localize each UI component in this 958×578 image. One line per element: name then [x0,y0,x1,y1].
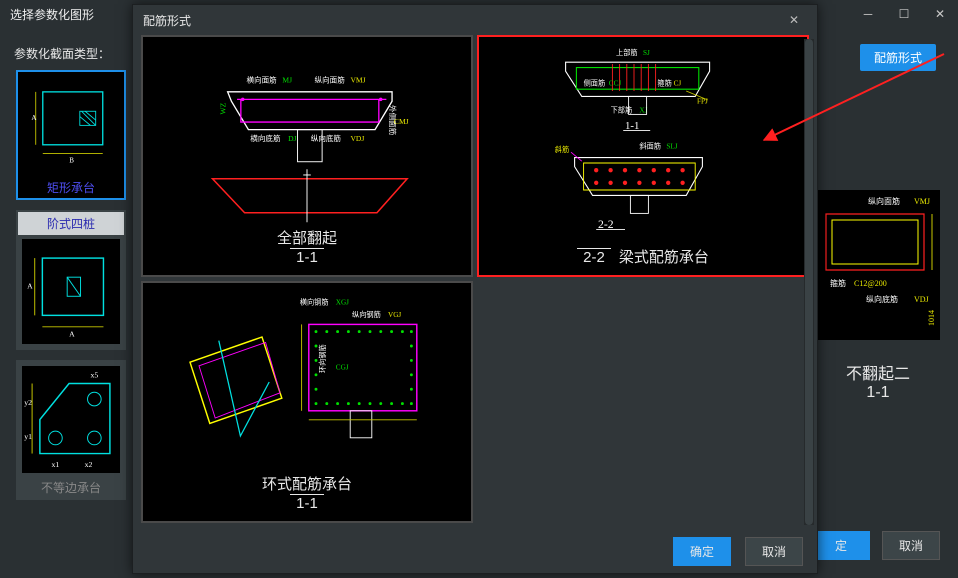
svg-text:VDJ: VDJ [914,295,929,304]
svg-text:纵向面筋: 纵向面筋 [315,74,346,84]
svg-text:纵向钢筋: 纵向钢筋 [352,310,381,319]
svg-text:B: B [69,156,74,164]
maximize-button[interactable]: ☐ [886,0,922,28]
window-controls: ─ ☐ ✕ [850,0,958,28]
svg-text:C12@200: C12@200 [854,279,887,288]
option-ring-cap-preview: 横向钢筋 XGJ 纵向钢筋 VGJ [143,283,471,472]
option-all-flip[interactable]: 横向面筋MJ 纵向面筋VMJ 外侧面筋 CMJ WZ 横向 [141,35,473,277]
thumb-unequal-cap[interactable]: y2 y1 x1 x2 x5 不等边承台 [16,360,126,500]
option-all-flip-caption-l2: 1-1 [290,248,324,267]
thumb-rect-cap[interactable]: A B 矩形承台 [16,70,126,200]
left-thumbnail-panel: A B 矩形承台 阶式四桩 A A [16,70,126,500]
dialog-close-button[interactable]: ✕ [781,7,807,33]
svg-text:环向钢筋: 环向钢筋 [318,344,327,373]
dialog-scrollbar[interactable] [804,39,814,525]
option-beam-cap-caption-l1: 梁式配筋承台 [619,249,709,267]
back-buttons: 定 取消 [812,531,940,560]
scrollbar-thumb[interactable] [805,39,813,525]
thumb-unequal-cap-label: 不等边承台 [18,477,124,498]
svg-text:纵向底筋: 纵向底筋 [866,294,898,304]
option-empty [477,281,809,523]
option-beam-cap-preview: 上部筋SJ 侧面筋CCJ 箍筋CJ FPJ 下部筋XJ [479,37,807,244]
svg-text:A: A [69,329,75,338]
svg-text:CMJ: CMJ [394,117,409,126]
svg-text:FPJ: FPJ [697,98,708,106]
main-title: 选择参数化图形 [10,6,94,23]
svg-text:CCJ: CCJ [609,80,622,88]
option-all-flip-caption-l1: 全部翻起 [143,230,471,248]
minimize-button[interactable]: ─ [850,0,886,28]
svg-text:2-2: 2-2 [598,218,614,231]
svg-text:1014: 1014 [927,310,936,326]
thumb-step-4pile[interactable]: 阶式四桩 A A [16,210,126,350]
svg-text:VMJ: VMJ [350,75,365,84]
thumb-rect-cap-label: 矩形承台 [18,177,124,198]
svg-text:XGJ: XGJ [336,299,349,307]
svg-text:y2: y2 [24,398,32,407]
reinforce-form-dialog: 配筋形式 ✕ 横向面筋 MJ 纵向面筋 VMJ [132,4,818,574]
svg-text:箍筋: 箍筋 [830,278,846,288]
dialog-title: 配筋形式 [143,12,191,29]
back-preview-caption: 不翻起二 1-1 [846,360,910,402]
svg-text:VGJ: VGJ [388,311,401,319]
option-all-flip-preview: 横向面筋MJ 纵向面筋VMJ 外侧面筋 CMJ WZ 横向 [143,37,471,226]
svg-text:MJ: MJ [282,75,292,84]
option-ring-cap-caption-l1: 环式配筋承台 [143,476,471,494]
svg-text:SLJ: SLJ [666,143,677,151]
back-caption-line2: 1-1 [846,384,910,402]
svg-text:SJ: SJ [643,49,650,57]
svg-text:纵向底筋: 纵向底筋 [311,133,342,143]
svg-text:1-1: 1-1 [625,120,639,132]
option-ring-cap[interactable]: 横向钢筋 XGJ 纵向钢筋 VGJ [141,281,473,523]
svg-text:CJ: CJ [674,80,682,88]
svg-text:横向底筋: 横向底筋 [250,133,281,143]
thumb-rect-cap-preview: A B [22,76,120,173]
svg-text:VDJ: VDJ [350,134,364,143]
svg-text:纵向面筋: 纵向面筋 [868,196,900,206]
back-preview-area: 纵向面筋 VMJ 箍筋 C12@200 纵向底筋 VDJ 1014 [810,190,940,340]
dialog-body: 横向面筋MJ 纵向面筋VMJ 外侧面筋 CMJ WZ 横向 [133,35,817,529]
svg-text:侧面筋: 侧面筋 [584,79,606,88]
back-caption-line1: 不翻起二 [846,360,910,384]
thumb-unequal-cap-preview: y2 y1 x1 x2 x5 [22,366,120,473]
svg-text:VMJ: VMJ [914,197,930,206]
svg-text:y1: y1 [24,432,32,441]
reinforce-form-button[interactable]: 配筋形式 [860,44,936,71]
option-ring-cap-caption: 环式配筋承台 1-1 [143,472,471,521]
dialog-ok-button[interactable]: 确定 [673,537,731,566]
thumb-step-4pile-preview: A A [22,239,120,344]
svg-text:WZ: WZ [219,102,228,114]
dialog-titlebar: 配筋形式 ✕ [133,5,817,35]
svg-text:横向钢筋: 横向钢筋 [300,298,329,307]
dialog-footer: 确定 取消 [133,529,817,573]
option-beam-cap[interactable]: 上部筋SJ 侧面筋CCJ 箍筋CJ FPJ 下部筋XJ [477,35,809,277]
option-ring-cap-caption-l2: 1-1 [290,494,324,513]
option-beam-cap-caption-sec: 2-2 [577,248,611,267]
svg-text:斜筋: 斜筋 [555,145,569,154]
option-beam-cap-caption: 2-2 梁式配筋承台 [479,244,807,275]
section-type-label: 参数化截面类型： [14,45,110,62]
back-ok-button[interactable]: 定 [812,531,870,560]
dialog-cancel-button[interactable]: 取消 [745,537,803,566]
svg-text:DJ: DJ [288,134,296,143]
svg-text:CGJ: CGJ [336,363,349,371]
svg-text:横向面筋: 横向面筋 [247,74,278,84]
svg-text:x1: x1 [52,460,60,469]
back-cancel-button[interactable]: 取消 [882,531,940,560]
svg-text:A: A [27,282,33,291]
close-button[interactable]: ✕ [922,0,958,28]
svg-text:斜面筋: 斜面筋 [639,142,661,151]
svg-text:x2: x2 [85,460,93,469]
svg-text:箍筋: 箍筋 [657,79,671,88]
svg-text:上部筋: 上部筋 [616,48,638,57]
svg-text:A: A [31,114,37,122]
svg-text:x5: x5 [90,371,98,380]
option-all-flip-caption: 全部翻起 1-1 [143,226,471,275]
thumb-step-4pile-label: 阶式四桩 [18,212,124,235]
